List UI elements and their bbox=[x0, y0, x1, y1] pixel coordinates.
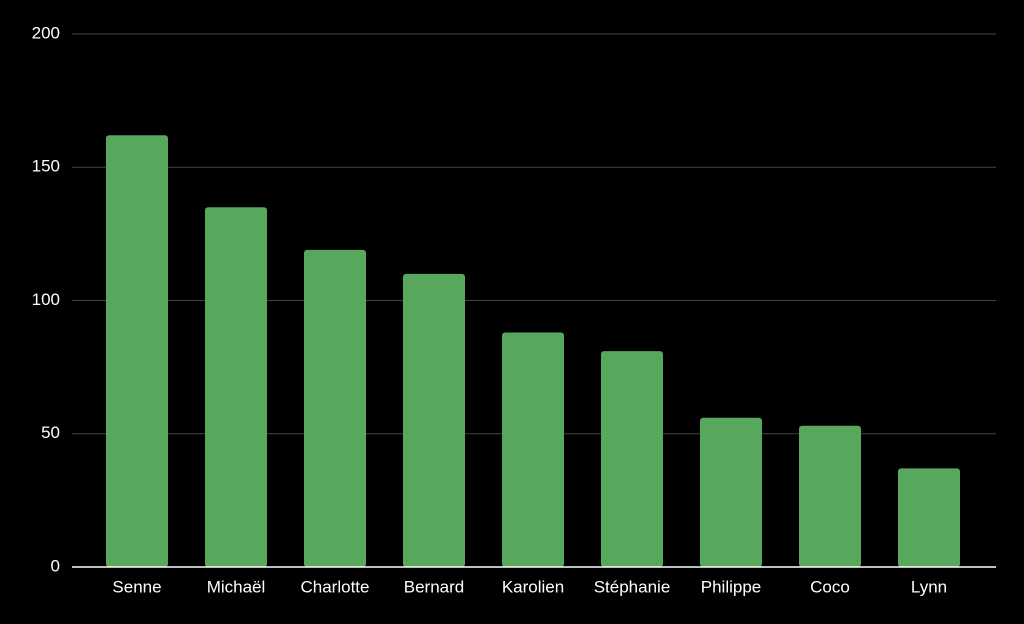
y-tick-label: 0 bbox=[51, 556, 60, 575]
bar bbox=[403, 273, 465, 567]
x-tick-label: Bernard bbox=[404, 577, 464, 596]
x-tick-label: Lynn bbox=[911, 577, 947, 596]
x-tick-label: Stéphanie bbox=[594, 577, 671, 596]
x-tick-label: Coco bbox=[810, 577, 850, 596]
bar bbox=[799, 425, 861, 567]
y-tick-label: 50 bbox=[41, 423, 60, 442]
x-tick-label: Karolien bbox=[502, 577, 564, 596]
x-tick-label: Charlotte bbox=[301, 577, 370, 596]
bar bbox=[601, 351, 663, 567]
bar bbox=[700, 417, 762, 567]
x-tick-label: Michaël bbox=[207, 577, 266, 596]
y-tick-label: 200 bbox=[32, 23, 60, 42]
bar bbox=[502, 332, 564, 567]
bar bbox=[898, 468, 960, 567]
bar bbox=[106, 135, 168, 567]
x-tick-label: Senne bbox=[112, 577, 161, 596]
y-tick-label: 150 bbox=[32, 157, 60, 176]
y-tick-label: 100 bbox=[32, 290, 60, 309]
bar bbox=[304, 249, 366, 568]
x-tick-label: Philippe bbox=[701, 577, 762, 596]
bar bbox=[205, 207, 267, 567]
